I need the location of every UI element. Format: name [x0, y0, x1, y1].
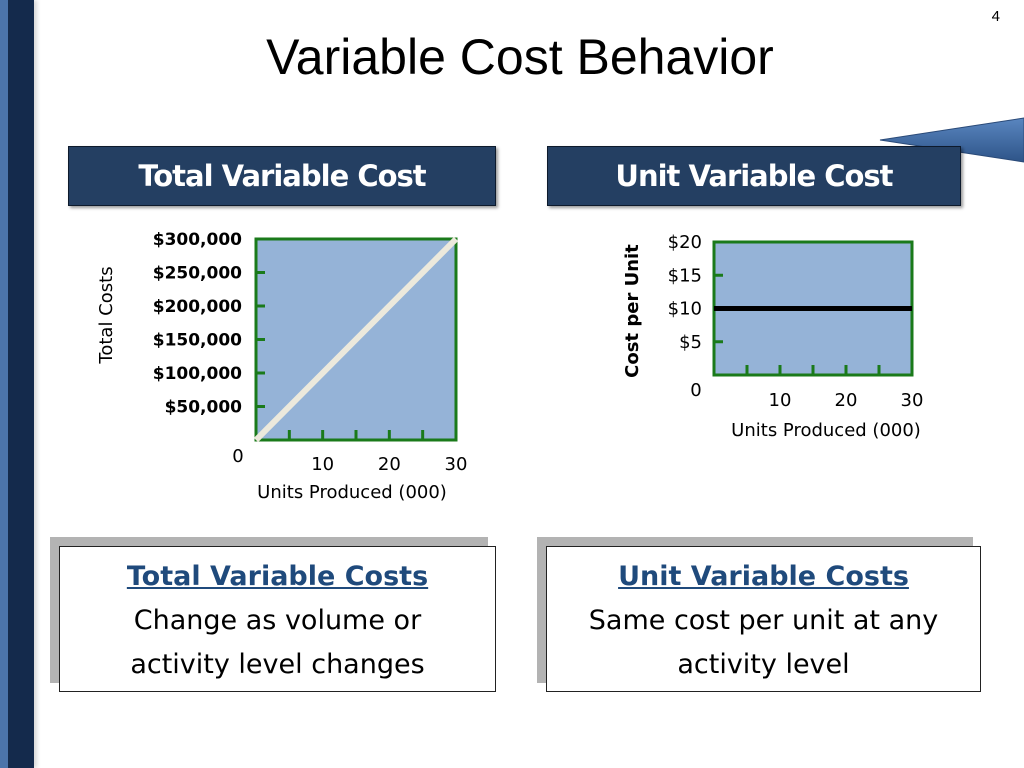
note-line: activity level	[677, 649, 850, 680]
note-line: Same cost per unit at any	[588, 605, 939, 636]
side-decoration-bar	[0, 0, 34, 768]
page-number: 4	[991, 8, 1000, 25]
header-unit-variable-cost: Unit Variable Cost	[547, 146, 961, 206]
x-tick-label: 20	[835, 390, 858, 411]
note-heading: Total Variable Costs	[126, 561, 429, 592]
y-tick-label: $5	[679, 332, 702, 353]
slide-title: Variable Cost Behavior	[266, 29, 774, 85]
note-heading: Unit Variable Costs	[618, 561, 909, 592]
note-unit-variable-costs: Unit Variable Costs Same cost per unit a…	[546, 546, 981, 692]
x-tick-label: 10	[311, 454, 334, 475]
note-total-variable-costs: Total Variable Costs Change as volume or…	[59, 546, 496, 692]
y-tick-label: $20	[668, 232, 702, 253]
y-tick-label: $200,000	[153, 297, 242, 317]
y-tick-label: $100,000	[153, 364, 242, 384]
series-line	[253, 236, 459, 443]
origin-label: 0	[232, 446, 243, 467]
note-line: activity level changes	[130, 649, 425, 680]
y-tick-label: $150,000	[153, 331, 242, 351]
origin-label: 0	[690, 380, 701, 401]
y-axis-label: Cost per Unit	[622, 244, 643, 378]
y-tick-label: $50,000	[165, 398, 243, 418]
header-total-variable-cost: Total Variable Cost	[68, 146, 496, 206]
note-line: Change as volume or	[133, 605, 422, 636]
x-tick-label: 10	[769, 390, 792, 411]
y-tick-label: $15	[668, 265, 702, 286]
x-tick-label: 20	[378, 454, 401, 475]
y-tick-label: $300,000	[153, 230, 242, 250]
x-axis-label: Units Produced (000)	[731, 420, 921, 441]
y-axis-label: Total Costs	[96, 266, 117, 364]
x-axis-label: Units Produced (000)	[257, 482, 447, 503]
x-tick-label: 30	[445, 454, 468, 475]
x-tick-label: 30	[901, 390, 924, 411]
y-tick-label: $250,000	[153, 264, 242, 284]
y-tick-label: $10	[668, 299, 702, 320]
